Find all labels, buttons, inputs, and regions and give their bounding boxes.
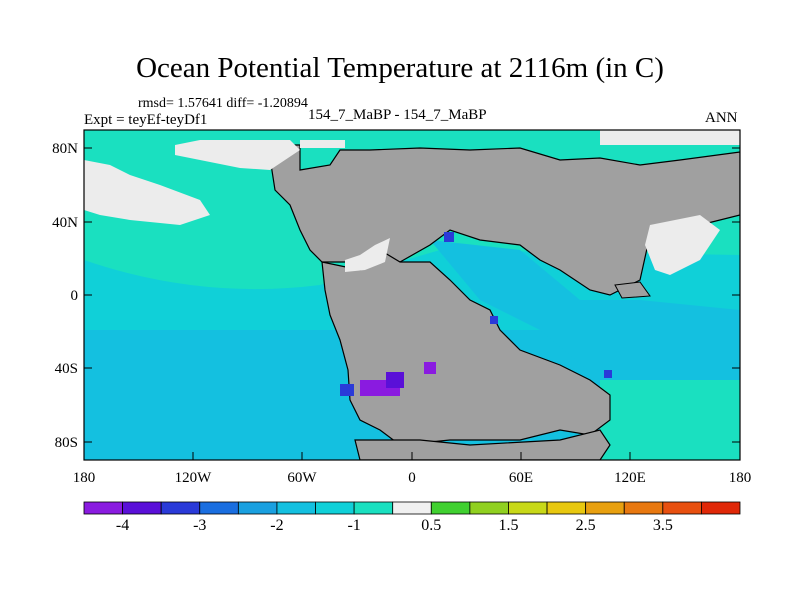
y-tick-label: 80N [52, 141, 78, 157]
x-tick-label: 120E [614, 470, 646, 486]
ocean-southeast-teal [600, 380, 740, 460]
y-tick-label: 40S [55, 361, 78, 377]
colorbar-label: -3 [193, 517, 207, 534]
y-tick-label: 40N [52, 215, 78, 231]
anomaly-patch-f [490, 316, 498, 324]
y-tick-label: 80S [55, 435, 78, 451]
colorbar-swatch [701, 501, 741, 515]
colorbar-swatch [546, 501, 587, 515]
plot-title: Ocean Potential Temperature at 2116m (in… [136, 52, 664, 84]
x-tick-label: 0 [408, 470, 416, 486]
anomaly-patch-d [340, 384, 354, 396]
land-africa-south-america [321, 249, 611, 446]
colorbar-swatch [392, 501, 432, 515]
colorbar-swatch [315, 501, 355, 515]
y-tick-labels: 80N 40N 0 40S 80S [52, 141, 78, 451]
colorbar-swatch [469, 501, 509, 515]
rmsd-diff-text: rmsd= 1.57641 diff= -1.20894 [138, 96, 308, 111]
x-tick-label: 60E [509, 470, 533, 486]
colorbar-swatch [353, 501, 394, 515]
map-field [84, 130, 740, 460]
colorbar-swatch [585, 501, 625, 515]
y-tick-label: 0 [71, 288, 79, 304]
colorbar-label: -2 [270, 517, 284, 534]
anomaly-patch-b [386, 372, 404, 388]
experiment-label: Expt = teyEf-teyDf1 [84, 112, 208, 128]
land-small-east-island [614, 281, 651, 299]
ocean-east-tethys [430, 240, 740, 380]
missing-northeast-shelf [645, 215, 720, 275]
land-antarctica-strip [354, 429, 611, 460]
colorbar-label: -4 [115, 517, 130, 534]
colorbar-label: 3.5 [652, 517, 673, 534]
land-north-america-eurasia [267, 144, 740, 296]
colorbar-swatch [662, 501, 702, 515]
colorbar-label: 1.5 [498, 517, 519, 534]
case-label: 154_7_MaBP - 154_7_MaBP [308, 107, 487, 123]
x-tick-label: 180 [73, 470, 96, 486]
colorbar-swatch [122, 501, 162, 515]
season-label: ANN [705, 110, 738, 126]
colorbar-swatch [508, 501, 548, 515]
colorbar-swatch [83, 501, 123, 515]
x-tick-labels: 180 120W 60W 0 60E 120E 180 [73, 470, 752, 486]
missing-inland-sea [345, 238, 390, 272]
colorbar-swatch [430, 501, 471, 515]
missing-north-sea [300, 140, 345, 148]
colorbar-swatch [276, 501, 316, 515]
colorbar-swatch [160, 501, 201, 515]
anomaly-patch-e [444, 232, 454, 242]
colorbar-swatch [623, 501, 664, 515]
x-tick-label: 120W [175, 470, 213, 486]
missing-northwest [84, 160, 210, 225]
x-tick-label: 60W [287, 470, 317, 486]
colorbar-label: 0.5 [421, 517, 442, 534]
anomaly-patch-g [604, 370, 612, 378]
colorbar-label: 2.5 [575, 517, 596, 534]
colorbar-swatch [237, 501, 278, 515]
x-tick-label: 180 [729, 470, 752, 486]
y-ticks [84, 147, 740, 443]
missing-northeast-pole [600, 130, 740, 145]
colorbar-swatch [199, 501, 239, 515]
x-ticks [83, 452, 741, 460]
missing-arctic [175, 140, 300, 170]
anomaly-patch-c [424, 362, 436, 374]
colorbar-label: -1 [347, 517, 361, 534]
colorbar [83, 501, 741, 515]
